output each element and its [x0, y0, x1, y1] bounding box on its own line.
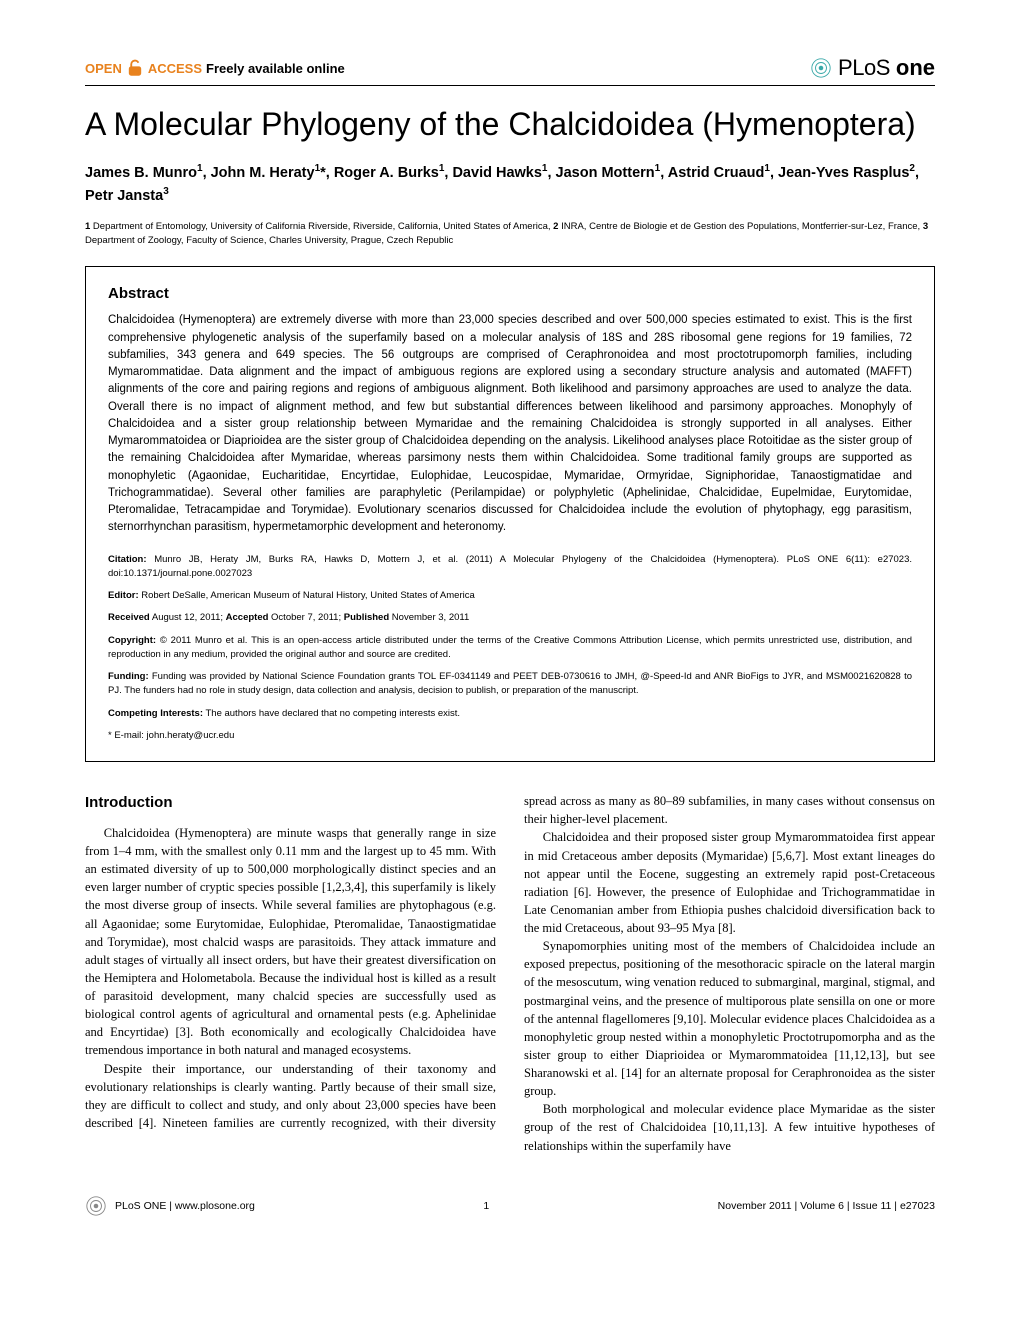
citation-text: Munro JB, Heraty JM, Burks RA, Hawks D, … — [108, 554, 912, 579]
received-text: August 12, 2011; — [152, 612, 223, 623]
email-label: * E-mail: — [108, 730, 144, 741]
body-p4: Synapomorphies uniting most of the membe… — [524, 937, 935, 1100]
plos-prefix: PLoS — [838, 55, 890, 81]
accepted-label: Accepted — [226, 612, 269, 623]
citation-label: Citation: — [108, 554, 147, 565]
journal-logo: PLoS one — [810, 55, 935, 81]
footer-right-text: November 2011 | Volume 6 | Issue 11 | e2… — [718, 1200, 935, 1212]
body-p3: Chalcidoidea and their proposed sister g… — [524, 828, 935, 937]
email-text: john.heraty@ucr.edu — [147, 730, 235, 741]
open-access-badge: OPEN ACCESS Freely available online — [85, 59, 345, 77]
competing-text: The authors have declared that no compet… — [205, 708, 460, 719]
affiliations: 1 Department of Entomology, University o… — [85, 220, 935, 249]
body-columns: Introduction Chalcidoidea (Hymenoptera) … — [85, 792, 935, 1155]
body-p5: Both morphological and molecular evidenc… — [524, 1100, 935, 1154]
open-lock-icon — [126, 59, 144, 77]
funding-line: Funding: Funding was provided by Nationa… — [108, 670, 912, 699]
freely-available-text: Freely available online — [206, 61, 345, 76]
plos-swirl-icon — [810, 57, 832, 79]
author-list: James B. Munro1, John M. Heraty1*, Roger… — [85, 161, 935, 208]
dates-line: Received August 12, 2011; Accepted Octob… — [108, 611, 912, 625]
body-p1: Chalcidoidea (Hymenoptera) are minute wa… — [85, 824, 496, 1060]
introduction-heading: Introduction — [85, 792, 496, 814]
abstract-text: Chalcidoidea (Hymenoptera) are extremely… — [108, 312, 912, 536]
access-text: ACCESS — [148, 61, 202, 76]
editor-label: Editor: — [108, 590, 139, 601]
page-number: 1 — [483, 1200, 489, 1212]
footer-left: PLoS ONE | www.plosone.org — [85, 1195, 255, 1217]
published-text: November 3, 2011 — [392, 612, 469, 623]
page-header: OPEN ACCESS Freely available online PLoS… — [85, 55, 935, 86]
citation-line: Citation: Munro JB, Heraty JM, Burks RA,… — [108, 553, 912, 582]
copyright-text: © 2011 Munro et al. This is an open-acce… — [108, 635, 912, 660]
editor-line: Editor: Robert DeSalle, American Museum … — [108, 589, 912, 603]
plos-suffix: one — [896, 55, 935, 81]
copyright-label: Copyright: — [108, 635, 156, 646]
published-label: Published — [344, 612, 389, 623]
abstract-box: Abstract Chalcidoidea (Hymenoptera) are … — [85, 266, 935, 762]
email-line: * E-mail: john.heraty@ucr.edu — [108, 729, 912, 743]
plos-footer-icon — [85, 1195, 107, 1217]
page-footer: PLoS ONE | www.plosone.org 1 November 20… — [85, 1195, 935, 1217]
copyright-line: Copyright: © 2011 Munro et al. This is a… — [108, 634, 912, 663]
accepted-text: October 7, 2011; — [271, 612, 341, 623]
footer-left-text: PLoS ONE | www.plosone.org — [115, 1200, 255, 1212]
funding-text: Funding was provided by National Science… — [108, 671, 912, 696]
article-title: A Molecular Phylogeny of the Chalcidoide… — [85, 106, 935, 143]
received-label: Received — [108, 612, 150, 623]
abstract-heading: Abstract — [108, 285, 912, 302]
competing-line: Competing Interests: The authors have de… — [108, 707, 912, 721]
editor-text: Robert DeSalle, American Museum of Natur… — [141, 590, 475, 601]
open-text: OPEN — [85, 61, 122, 76]
funding-label: Funding: — [108, 671, 149, 682]
competing-label: Competing Interests: — [108, 708, 203, 719]
